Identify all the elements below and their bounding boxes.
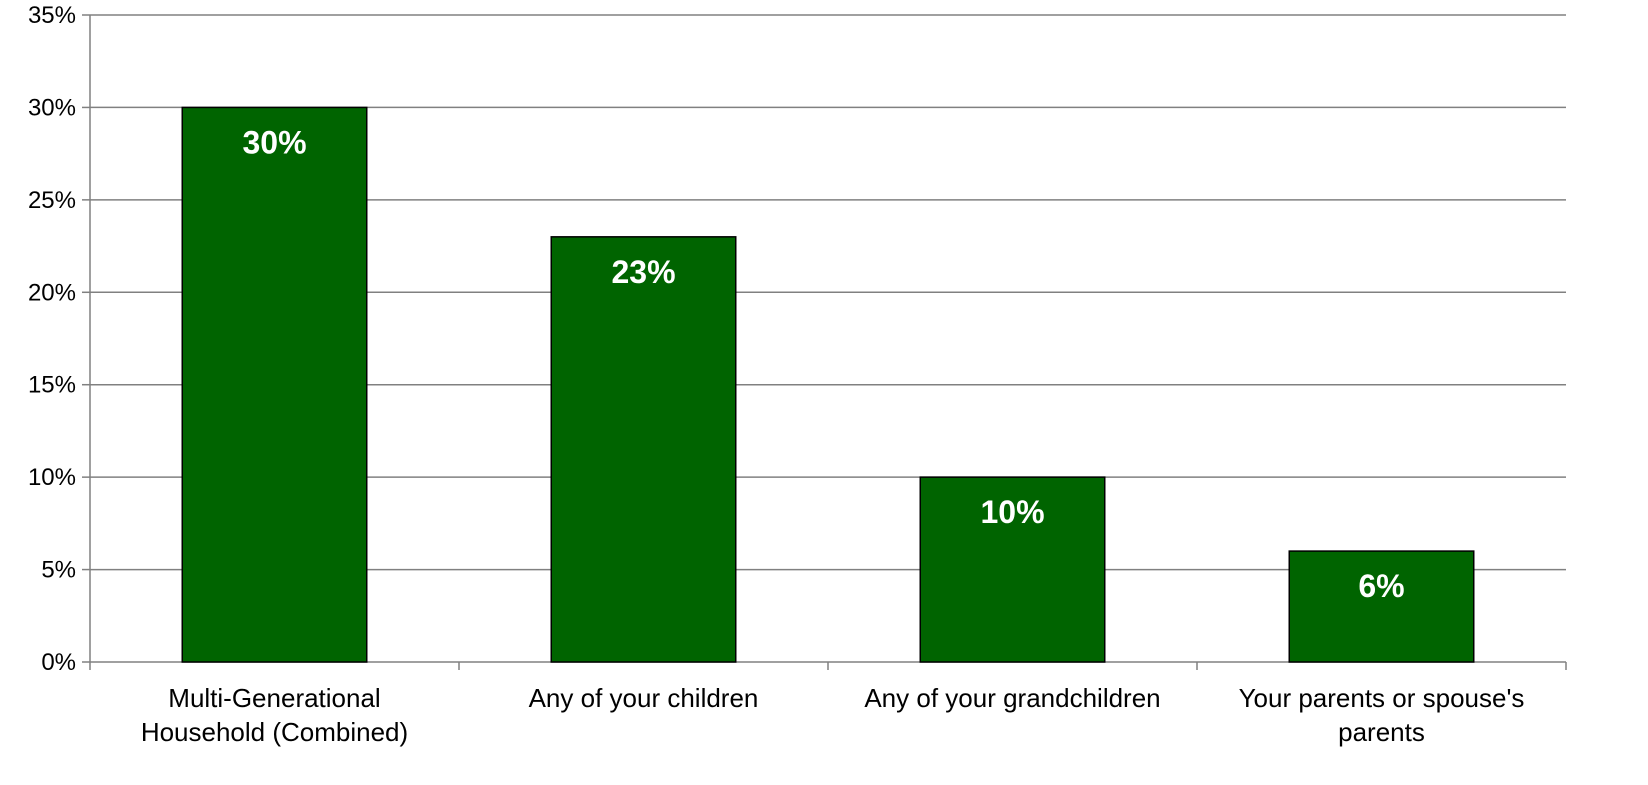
y-tick-label: 0% xyxy=(41,649,76,676)
category-label: Your parents or spouse's parents xyxy=(1239,683,1525,747)
data-label: 30% xyxy=(242,124,306,160)
bar xyxy=(181,106,368,663)
bars xyxy=(181,106,1475,663)
data-label: 6% xyxy=(1358,568,1404,604)
y-tick-label: 20% xyxy=(28,279,76,306)
y-tick-label: 25% xyxy=(28,187,76,214)
bar xyxy=(919,476,1106,663)
bar xyxy=(550,236,737,663)
y-tick-label: 35% xyxy=(28,2,76,29)
labels: 0% 5% 10% 15% 20% 25% 30% 35% 30% Multi-Generatio… xyxy=(28,2,1524,747)
y-tick-label: 15% xyxy=(28,372,76,399)
data-label: 23% xyxy=(611,254,675,290)
y-tick-label: 5% xyxy=(41,557,76,584)
category-label: Multi-Generational Household (Combined) xyxy=(141,683,408,747)
y-tick-label: 30% xyxy=(28,94,76,121)
data-label: 10% xyxy=(980,494,1044,530)
category-label: Any of your grandchildren xyxy=(864,683,1160,713)
y-tick-label: 10% xyxy=(28,464,76,491)
bar xyxy=(1288,550,1475,663)
category-label: Any of your children xyxy=(529,683,759,713)
